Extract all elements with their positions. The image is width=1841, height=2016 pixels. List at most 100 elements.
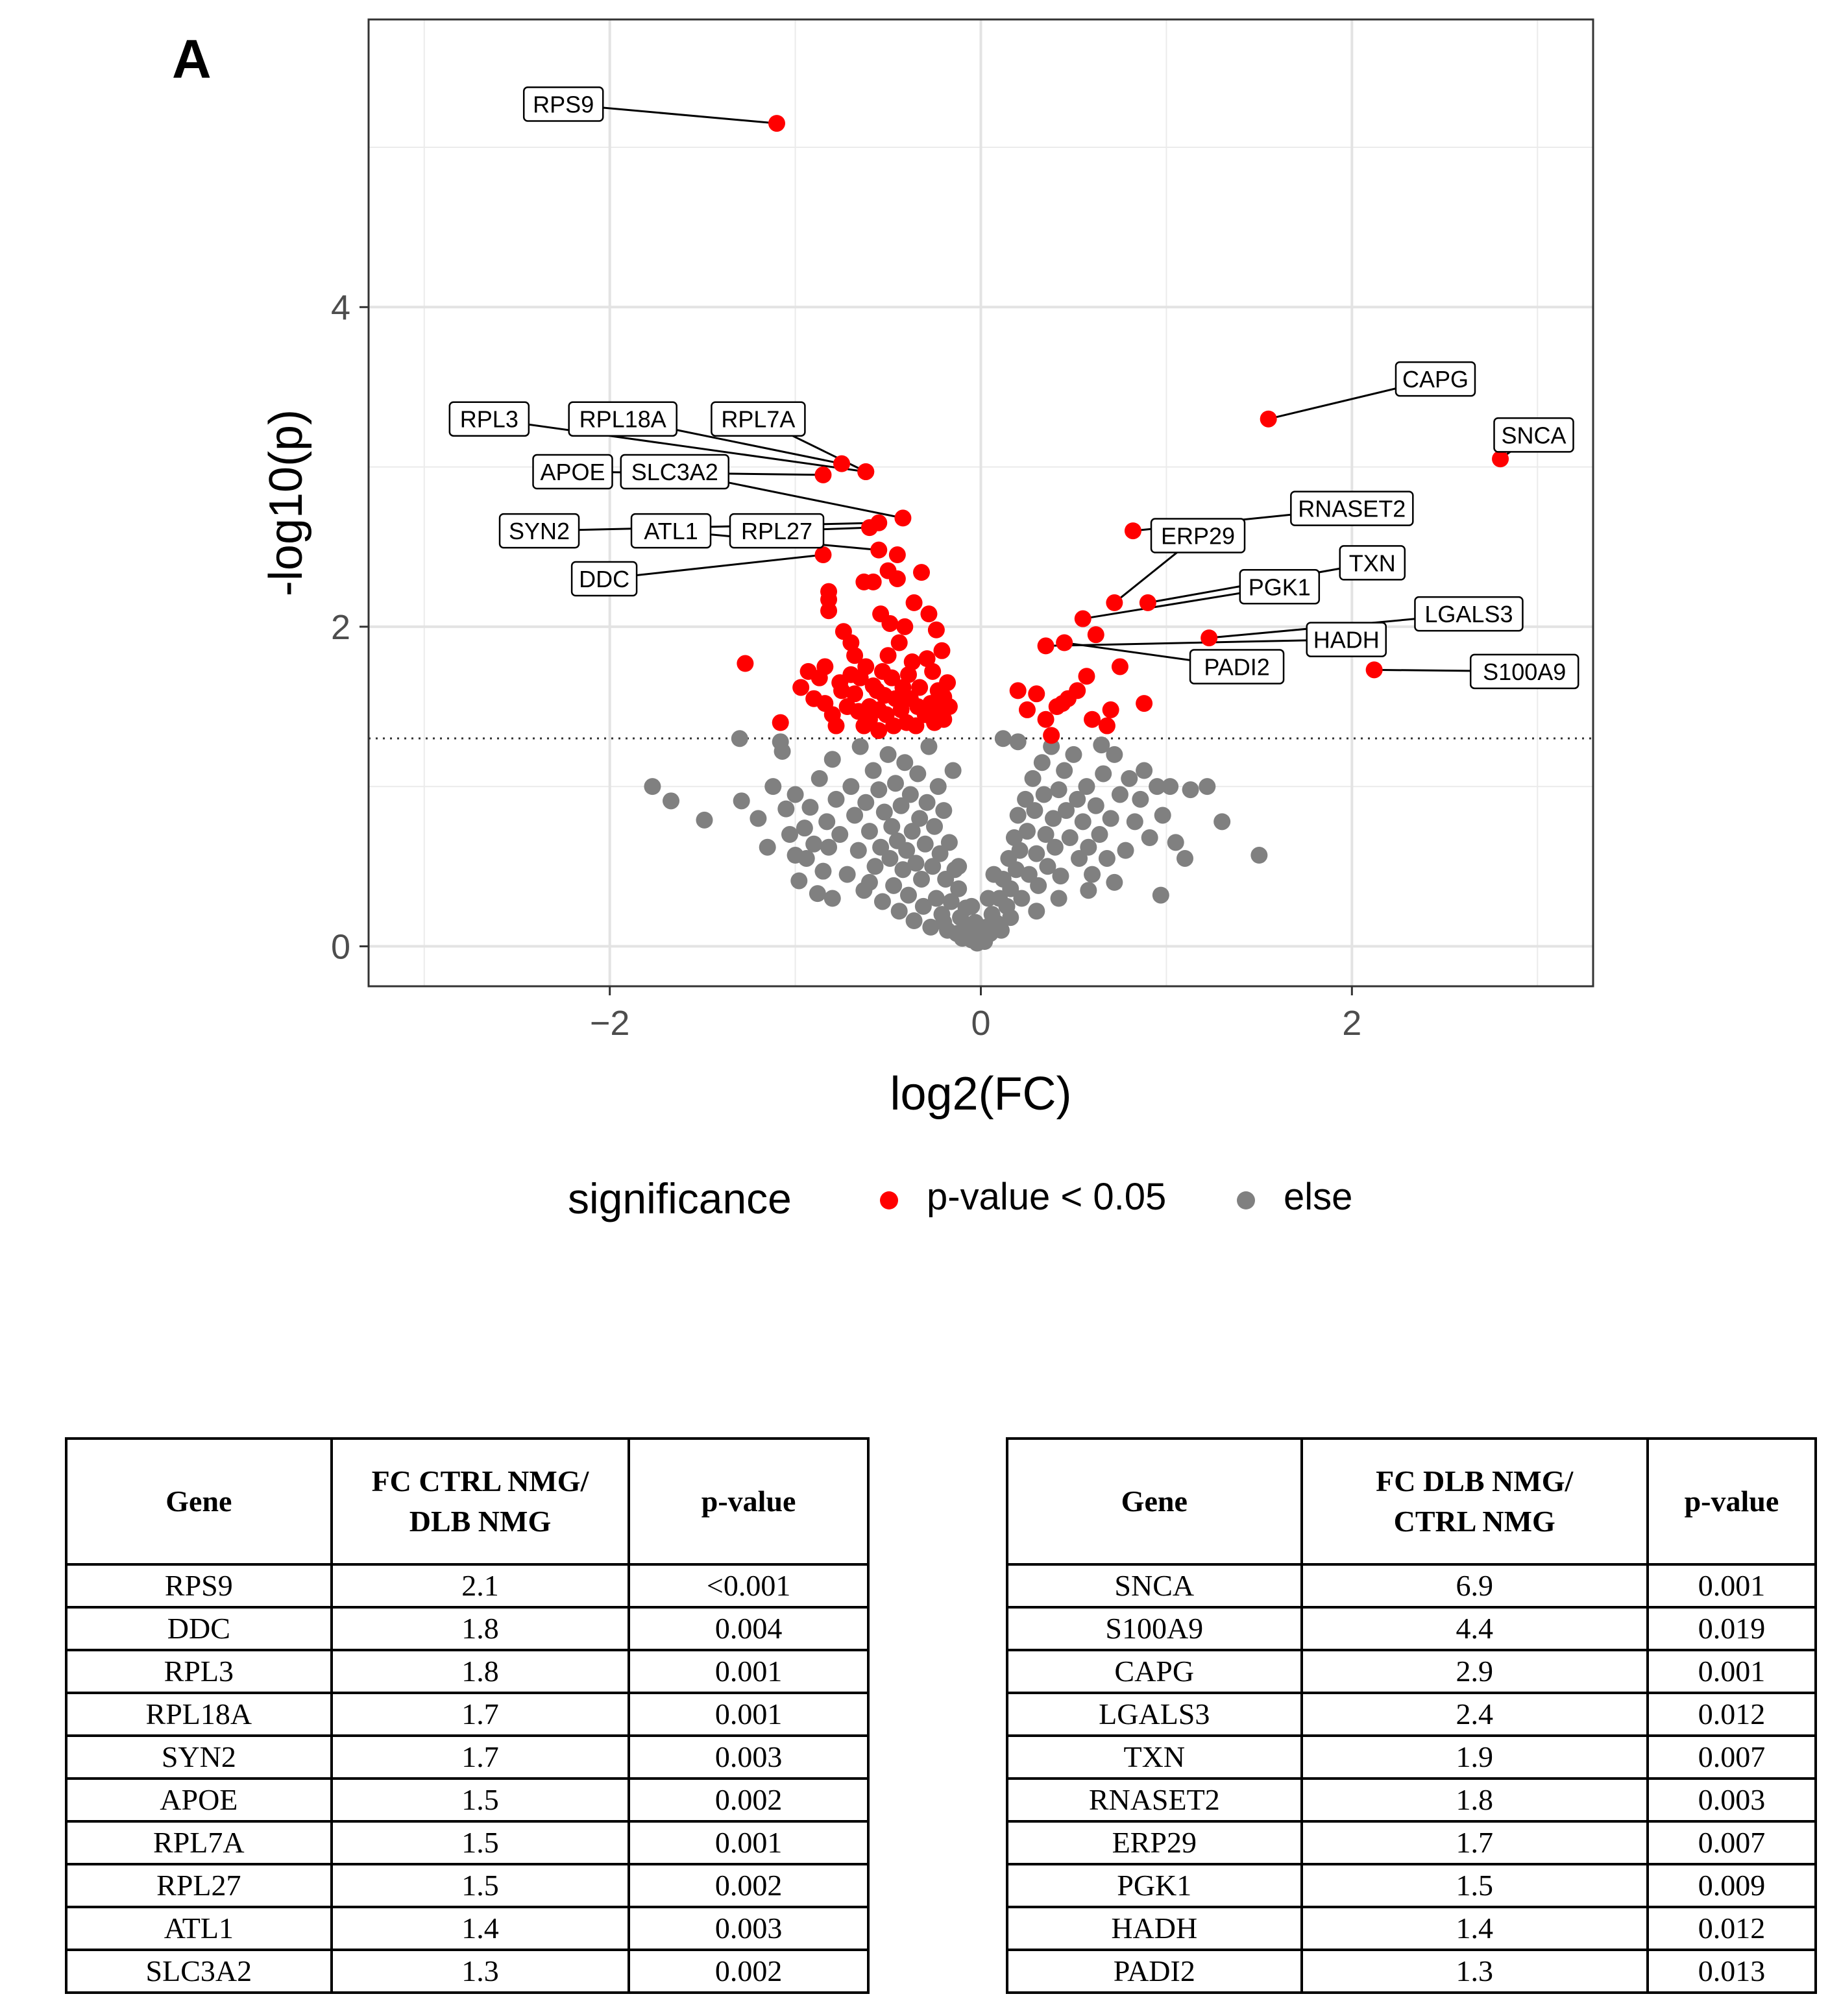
gene-label-box <box>498 513 580 549</box>
point-else <box>790 872 808 890</box>
point-else <box>774 742 791 760</box>
point-significant <box>827 717 845 735</box>
cell-fc: 4.4 <box>1300 1606 1649 1651</box>
point-else <box>1056 762 1073 779</box>
point-else <box>1250 847 1268 864</box>
point-significant <box>890 634 908 651</box>
point-significant <box>833 682 851 699</box>
cell-gene: PADI2 <box>1006 1949 1303 1994</box>
point-significant <box>939 674 957 692</box>
cell-pvalue: 0.007 <box>1646 1734 1818 1780</box>
point-else <box>777 800 795 818</box>
point-significant <box>881 614 899 632</box>
point-else <box>903 823 921 840</box>
point-else <box>823 890 841 907</box>
cell-fc: 1.5 <box>330 1820 631 1865</box>
point-else <box>1084 866 1101 883</box>
point-else <box>1136 762 1153 779</box>
gene-label-capg: CAPG <box>1402 366 1469 393</box>
gene-label-snca: SNCA <box>1501 422 1566 448</box>
table-b-header-pvalue: p-value <box>628 1437 870 1566</box>
gene-label-pgk1: PGK1 <box>1249 574 1311 600</box>
cell-fc: 1.4 <box>330 1906 631 1951</box>
point-else <box>1026 802 1043 820</box>
point-else <box>846 807 864 824</box>
point-lgals3 <box>1201 629 1218 647</box>
gene-label-box <box>448 401 530 437</box>
point-else <box>1037 826 1055 844</box>
point-else <box>786 786 804 803</box>
gene-label-rpl3: RPL3 <box>460 406 518 433</box>
table-row: PADI2 1.3 0.013 <box>1006 1949 1818 1994</box>
point-capg <box>1260 410 1277 428</box>
point-else <box>1007 861 1025 879</box>
point-else <box>979 890 997 907</box>
gene-label-hadh: HADH <box>1313 627 1380 653</box>
point-significant <box>905 594 923 611</box>
point-else <box>1152 886 1169 904</box>
cell-fc: 1.9 <box>1300 1734 1649 1780</box>
point-else <box>1141 829 1158 846</box>
point-else <box>1024 770 1042 787</box>
cell-fc: 2.9 <box>1300 1649 1649 1694</box>
point-txn <box>1139 594 1156 611</box>
point-significant <box>899 666 917 683</box>
point-significant <box>1102 701 1119 718</box>
cell-pvalue: 0.003 <box>628 1906 870 1951</box>
point-significant <box>857 658 875 675</box>
point-else <box>931 845 949 862</box>
point-else <box>1052 868 1069 885</box>
table-row: SYN2 1.7 0.003 <box>65 1734 870 1780</box>
point-else <box>1111 786 1128 803</box>
point-else <box>1199 778 1216 795</box>
table-row: LGALS3 2.4 0.012 <box>1006 1692 1818 1737</box>
table-b: Gene FC CTRL NMG/ DLB NMG p-value RPS9 2.… <box>65 1437 870 1994</box>
point-else <box>1182 781 1199 799</box>
point-else <box>924 858 942 875</box>
cell-pvalue: <0.001 <box>628 1563 870 1609</box>
point-else <box>926 818 944 835</box>
gene-label-syn2: SYN2 <box>509 518 570 544</box>
cell-pvalue: 0.012 <box>1646 1692 1818 1737</box>
point-else <box>916 835 934 853</box>
point-significant <box>907 717 925 735</box>
point-else <box>1177 849 1193 867</box>
point-significant <box>846 647 864 664</box>
point-atl1 <box>870 541 888 559</box>
cell-gene: LGALS3 <box>1006 1692 1303 1737</box>
point-else <box>796 820 813 837</box>
gene-label-box <box>1306 622 1387 657</box>
gene-label-box <box>1493 417 1574 453</box>
point-else <box>992 921 1010 939</box>
point-else <box>759 838 776 856</box>
point-else <box>733 792 750 810</box>
point-else <box>870 781 888 799</box>
point-else <box>838 866 856 883</box>
gene-label-padi2: PADI2 <box>1204 653 1269 680</box>
point-significant <box>935 688 953 706</box>
point-significant <box>792 679 810 696</box>
point-significant <box>892 701 910 718</box>
point-else <box>823 751 841 768</box>
gene-label-box <box>1150 518 1246 553</box>
point-else <box>805 835 823 853</box>
point-else <box>963 897 981 915</box>
gene-label-box <box>568 401 677 437</box>
cell-gene: CAPG <box>1006 1649 1303 1694</box>
table-row: RPS9 2.1 <0.001 <box>65 1563 870 1609</box>
cell-fc: 1.3 <box>330 1949 631 1994</box>
legend-marker-significant <box>880 1191 898 1209</box>
gene-label-box <box>1339 545 1406 581</box>
point-else <box>1126 813 1143 831</box>
point-significant <box>1018 701 1036 718</box>
point-else <box>831 826 849 844</box>
cell-pvalue: 0.019 <box>1646 1606 1818 1651</box>
point-else <box>1080 882 1097 899</box>
cell-pvalue: 0.003 <box>628 1734 870 1780</box>
table-row: DDC 1.8 0.004 <box>65 1606 870 1651</box>
point-else <box>818 813 836 831</box>
point-else <box>985 866 1003 883</box>
table-row: CAPG 2.9 0.001 <box>1006 1649 1818 1694</box>
gene-label-slc3a2: SLC3A2 <box>631 459 718 485</box>
